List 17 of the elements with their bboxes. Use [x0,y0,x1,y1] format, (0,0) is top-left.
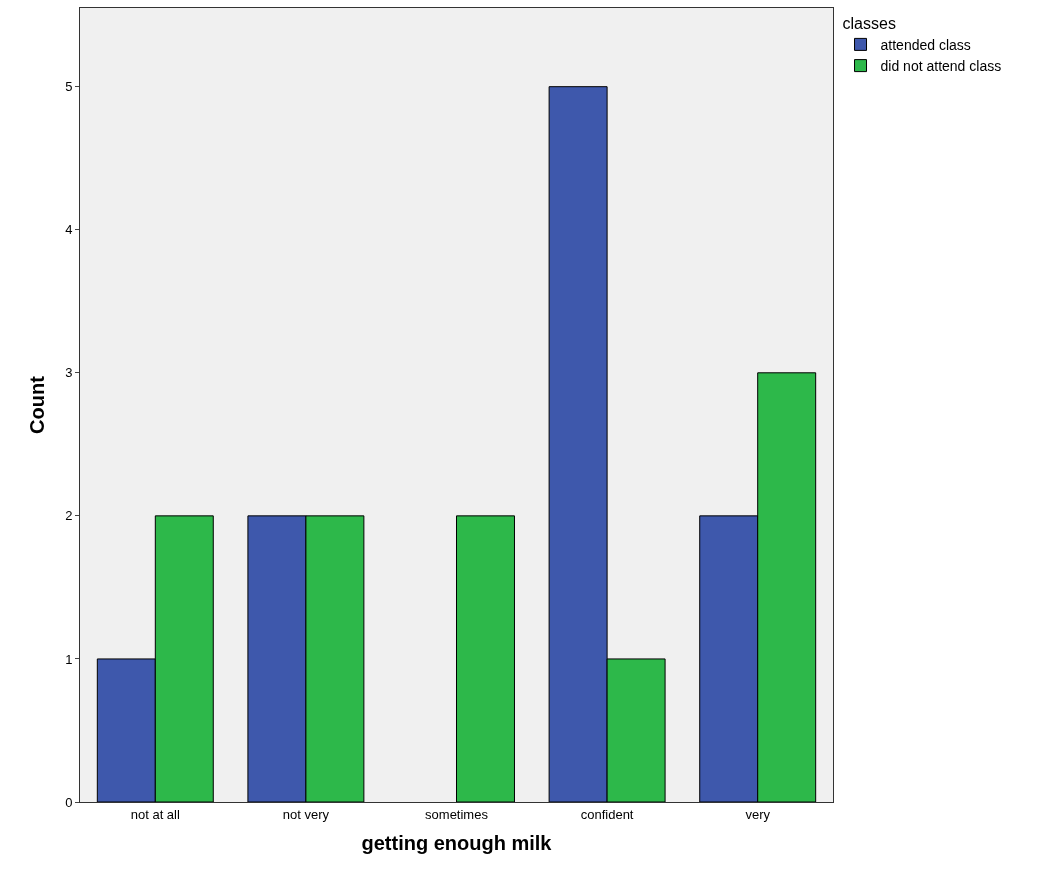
legend-label: attended class [880,36,971,53]
x-tick-label: very [745,806,771,822]
y-tick-label: 1 [65,651,73,667]
x-tick-label: not very [282,806,330,822]
x-axis-title: getting enough milk [361,832,553,855]
y-axis-title: Count [25,375,48,434]
x-tick-label: sometimes [425,806,489,822]
y-tick-label: 3 [65,365,73,381]
y-tick-label: 0 [65,794,73,810]
y-tick-label: 2 [65,508,73,524]
legend-label: did not attend class [880,58,1002,75]
y-tick-label: 5 [65,79,73,95]
y-tick-label: 4 [65,222,73,238]
x-tick-label: confident [580,806,634,822]
legend-title: classes [842,14,896,32]
x-tick-label: not at all [130,806,180,822]
bar [456,515,515,802]
